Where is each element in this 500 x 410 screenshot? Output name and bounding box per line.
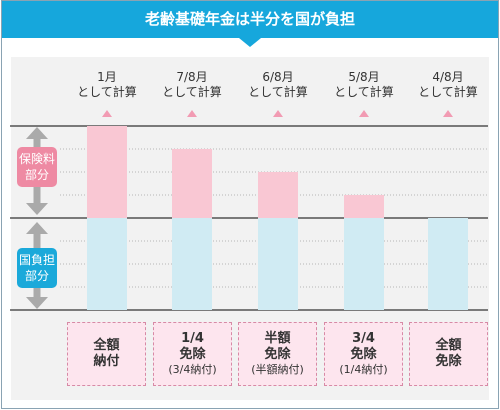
column-text-4: として計算 <box>418 84 478 99</box>
title-bar: 老齢基礎年金は半分を国が負担 <box>2 1 498 38</box>
pointer-triangle-0 <box>102 110 112 117</box>
national-part-label: 国負担 部分 <box>17 248 57 288</box>
bar-national-1 <box>172 218 212 310</box>
pointer-triangle-4 <box>443 110 453 117</box>
column-text-1: として計算 <box>162 84 222 99</box>
column-fraction-2: 6/8月 <box>262 70 293 84</box>
column-fraction-0: 1月 <box>97 70 117 84</box>
pointer-triangle-3 <box>359 110 369 117</box>
premium-part-label: 保険料 部分 <box>17 147 57 187</box>
status-box-sub: (半額納付) <box>251 363 304 376</box>
status-box-main: 全額 納付 <box>93 338 120 369</box>
pointer-triangle-2 <box>273 110 283 117</box>
bar-premium-1 <box>172 149 212 218</box>
status-box-1: 1/4 免除 (3/4納付) <box>153 322 232 386</box>
bar-premium-0 <box>87 126 127 218</box>
pointer-triangle-1 <box>187 110 197 117</box>
status-box-sub: (1/4納付) <box>339 363 388 376</box>
status-box-3: 3/4 免除 (1/4納付) <box>324 322 403 386</box>
column-fraction-3: 5/8月 <box>348 70 379 84</box>
status-box-main: 3/4 免除 <box>350 331 377 362</box>
chart-title: 老齢基礎年金は半分を国が負担 <box>144 10 355 28</box>
status-box-main: 全額 免除 <box>435 338 462 369</box>
bar-premium-3 <box>344 195 384 218</box>
bar-national-0 <box>87 218 127 310</box>
column-text-3: として計算 <box>334 84 394 99</box>
status-box-main: 半額 免除 <box>264 331 291 362</box>
bar-national-4 <box>428 218 468 310</box>
status-box-4: 全額 免除 <box>409 322 488 386</box>
status-box-sub: (3/4納付) <box>168 363 217 376</box>
column-text-0: として計算 <box>77 84 137 99</box>
status-box-main: 1/4 免除 <box>179 331 206 362</box>
column-text-2: として計算 <box>248 84 308 99</box>
title-arrow <box>239 38 261 47</box>
bar-premium-2 <box>258 172 298 218</box>
column-fraction-1: 7/8月 <box>176 70 207 84</box>
column-fraction-4: 4/8月 <box>432 70 463 84</box>
bar-national-3 <box>344 218 384 310</box>
status-box-2: 半額 免除 (半額納付) <box>238 322 317 386</box>
status-box-0: 全額 納付 <box>67 322 146 386</box>
bar-national-2 <box>258 218 298 310</box>
